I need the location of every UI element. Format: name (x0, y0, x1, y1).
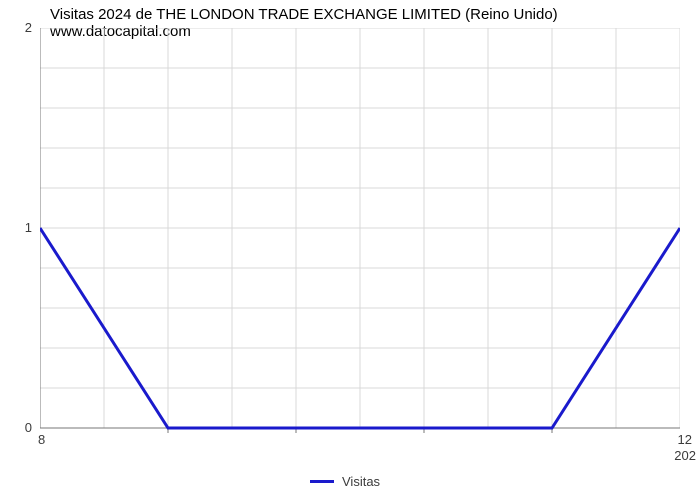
y-tick-0: 0 (12, 420, 32, 435)
legend: Visitas (310, 474, 380, 489)
legend-swatch (310, 480, 334, 483)
chart-container: Visitas 2024 de THE LONDON TRADE EXCHANG… (0, 0, 700, 500)
y-tick-2: 2 (12, 20, 32, 35)
legend-label: Visitas (342, 474, 380, 489)
line-chart (40, 28, 680, 438)
x-tick-right-bottom: 202 (674, 448, 696, 463)
y-tick-1: 1 (12, 220, 32, 235)
